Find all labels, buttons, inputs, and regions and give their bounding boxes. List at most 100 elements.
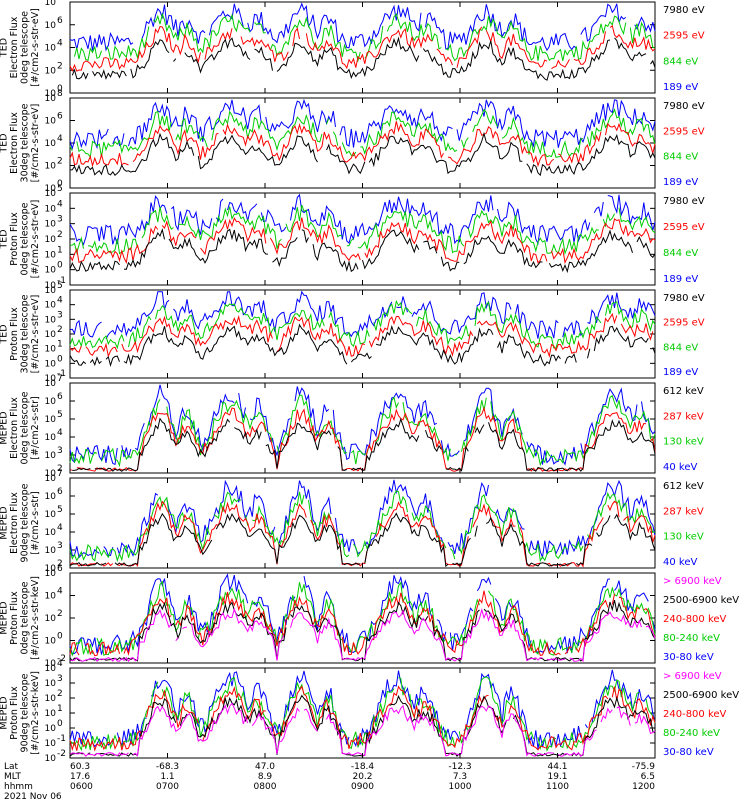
y-tick-exponent: -1 bbox=[57, 369, 66, 379]
series-trace bbox=[69, 323, 656, 367]
y-tick-label: 10 bbox=[45, 359, 57, 369]
series-trace bbox=[69, 694, 656, 757]
series-trace bbox=[69, 217, 656, 265]
y-tick-exponent: 6 bbox=[57, 16, 63, 26]
legend-entry: 2595 eV bbox=[663, 318, 705, 329]
y-tick-label: 10 bbox=[45, 117, 57, 127]
y-tick-exponent: 6 bbox=[57, 392, 63, 402]
x-tick-mlt: 1.1 bbox=[160, 772, 174, 782]
y-axis-label-line: TED bbox=[0, 229, 9, 249]
y-axis-label-line: Electron Flux bbox=[9, 16, 20, 78]
legend-entry: 7980 eV bbox=[663, 293, 705, 304]
series-trace bbox=[69, 394, 656, 468]
series-trace bbox=[69, 121, 656, 168]
series-trace bbox=[69, 500, 656, 568]
y-axis-label-line: 0deg telescope bbox=[19, 11, 30, 84]
y-axis-label-line: Electron Flux bbox=[9, 492, 20, 554]
y-tick-label: 10 bbox=[45, 569, 57, 579]
x-row-label-mlt: MLT bbox=[4, 772, 22, 782]
y-tick-label: 10 bbox=[45, 397, 57, 407]
x-tick-hhmm: 1100 bbox=[546, 782, 569, 792]
y-tick-exponent: 4 bbox=[57, 587, 63, 597]
x-tick-hhmm: 0600 bbox=[70, 782, 93, 792]
y-tick-exponent: 4 bbox=[57, 134, 63, 144]
series-trace bbox=[69, 406, 656, 472]
series-trace bbox=[72, 417, 656, 472]
y-tick-exponent: 2 bbox=[57, 609, 63, 619]
series-trace bbox=[69, 512, 656, 568]
y-tick-exponent: 7 bbox=[57, 469, 63, 479]
y-tick-label: 10 bbox=[45, 281, 57, 291]
series-trace bbox=[69, 107, 656, 159]
y-tick-label: 10 bbox=[45, 330, 57, 340]
legend-entry: > 6900 keV bbox=[663, 671, 722, 682]
series-trace bbox=[69, 669, 656, 750]
y-tick-exponent: 4 bbox=[57, 428, 63, 438]
series-trace bbox=[69, 590, 656, 657]
y-axis-label-line: MEPED bbox=[0, 411, 9, 444]
y-tick-exponent: 4 bbox=[57, 523, 63, 533]
y-tick-exponent: 3 bbox=[57, 674, 63, 684]
y-tick-label: 10 bbox=[45, 89, 57, 99]
series-trace bbox=[71, 36, 656, 81]
y-tick-label: 10 bbox=[45, 564, 57, 574]
y-tick-label: 10 bbox=[45, 250, 57, 260]
series-trace bbox=[69, 607, 656, 663]
y-tick-exponent: 0 bbox=[57, 179, 63, 189]
y-tick-label: 10 bbox=[45, 374, 57, 384]
y-axis-label-line: [#/cm2-s-str-eV] bbox=[30, 104, 41, 183]
y-tick-label: 10 bbox=[45, 614, 57, 624]
y-tick-label: 10 bbox=[45, 739, 57, 749]
y-axis-label-line: 0deg telescope bbox=[19, 391, 30, 464]
legend-entry: 2500-6900 keV bbox=[663, 595, 739, 606]
x-tick-mlt: 8.9 bbox=[258, 772, 273, 782]
date-label: 2021 Nov 06 bbox=[4, 792, 62, 800]
series-trace bbox=[69, 676, 656, 752]
series-trace bbox=[69, 384, 656, 466]
y-tick-exponent: 0 bbox=[57, 261, 63, 271]
y-tick-label: 10 bbox=[45, 510, 57, 520]
legend-entry: > 6900 keV bbox=[663, 576, 722, 587]
legend-entry: 80-240 keV bbox=[663, 728, 720, 739]
legend-entry: 2595 eV bbox=[663, 222, 705, 233]
x-tick-lat: 60.3 bbox=[70, 762, 90, 772]
y-axis-label-line: 90deg telescope bbox=[19, 673, 30, 752]
x-tick-lat: 47.0 bbox=[255, 762, 275, 772]
y-tick-label: 10 bbox=[45, 754, 57, 764]
y-axis-label-line: MEPED bbox=[0, 506, 9, 539]
series-trace bbox=[69, 299, 656, 350]
series-trace bbox=[69, 2, 656, 52]
series-trace bbox=[69, 312, 654, 359]
legend-entry: 240-800 keV bbox=[663, 614, 727, 625]
x-tick-hhmm: 0700 bbox=[156, 782, 179, 792]
legend-entry: 130 keV bbox=[663, 437, 704, 448]
legend-entry: 2595 eV bbox=[663, 31, 705, 42]
y-tick-label: 10 bbox=[45, 415, 57, 425]
series-trace bbox=[69, 98, 656, 151]
y-axis-label-line: [#/cm2-s-str] bbox=[30, 491, 41, 554]
y-tick-exponent: 3 bbox=[57, 446, 63, 456]
y-tick-exponent: 2 bbox=[57, 157, 63, 167]
y-tick-exponent: 1 bbox=[57, 245, 63, 255]
x-tick-lat: -68.3 bbox=[156, 762, 179, 772]
y-tick-label: 10 bbox=[45, 266, 57, 276]
legend-entry: 2595 eV bbox=[663, 126, 705, 137]
series-trace bbox=[69, 573, 656, 655]
x-tick-hhmm: 0900 bbox=[351, 782, 374, 792]
y-axis-label-line: 0deg telescope bbox=[19, 581, 30, 654]
y-tick-exponent: 5 bbox=[57, 184, 63, 194]
y-axis-label-line: 0deg telescope bbox=[19, 202, 30, 275]
series-trace bbox=[69, 479, 656, 560]
series-trace bbox=[69, 24, 656, 72]
series-trace bbox=[69, 131, 656, 177]
y-tick-exponent: 3 bbox=[57, 310, 63, 320]
y-tick-exponent: 0 bbox=[57, 354, 63, 364]
y-tick-exponent: 3 bbox=[57, 541, 63, 551]
series-trace bbox=[69, 685, 656, 752]
y-tick-exponent: 5 bbox=[57, 505, 63, 515]
legend-entry: 612 keV bbox=[663, 481, 704, 492]
y-tick-label: 10 bbox=[45, 664, 57, 674]
series-trace bbox=[69, 228, 656, 274]
y-axis-label-line: TED bbox=[0, 324, 9, 344]
x-tick-mlt: 17.6 bbox=[70, 772, 90, 782]
